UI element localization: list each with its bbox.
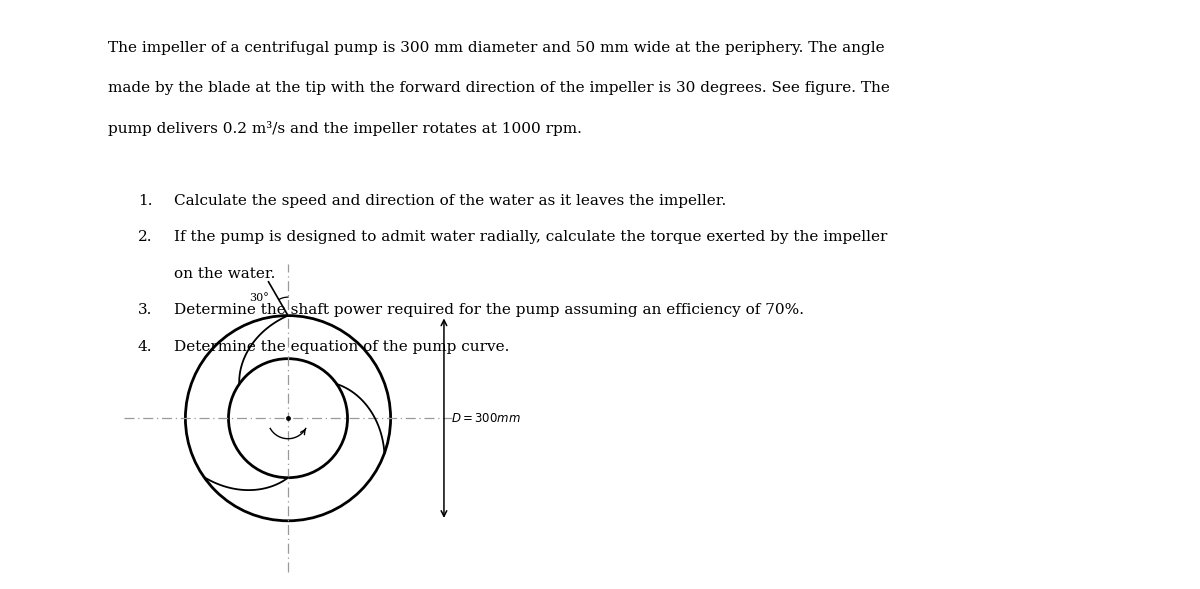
Text: on the water.: on the water. bbox=[174, 267, 275, 281]
Text: 1.: 1. bbox=[138, 194, 152, 208]
Text: 2.: 2. bbox=[138, 230, 152, 244]
Text: 30°: 30° bbox=[250, 293, 269, 303]
Text: $D = 300mm$: $D = 300mm$ bbox=[451, 412, 521, 425]
Text: made by the blade at the tip with the forward direction of the impeller is 30 de: made by the blade at the tip with the fo… bbox=[108, 81, 890, 95]
Text: Determine the shaft power required for the pump assuming an efficiency of 70%.: Determine the shaft power required for t… bbox=[174, 303, 804, 317]
Text: If the pump is designed to admit water radially, calculate the torque exerted by: If the pump is designed to admit water r… bbox=[174, 230, 887, 244]
Text: The impeller of a centrifugal pump is 300 mm diameter and 50 mm wide at the peri: The impeller of a centrifugal pump is 30… bbox=[108, 41, 884, 55]
Text: Determine the equation of the pump curve.: Determine the equation of the pump curve… bbox=[174, 340, 509, 354]
Text: Calculate the speed and direction of the water as it leaves the impeller.: Calculate the speed and direction of the… bbox=[174, 194, 726, 208]
Text: 3.: 3. bbox=[138, 303, 152, 317]
Text: 4.: 4. bbox=[138, 340, 152, 354]
Text: pump delivers 0.2 m³/s and the impeller rotates at 1000 rpm.: pump delivers 0.2 m³/s and the impeller … bbox=[108, 121, 582, 136]
